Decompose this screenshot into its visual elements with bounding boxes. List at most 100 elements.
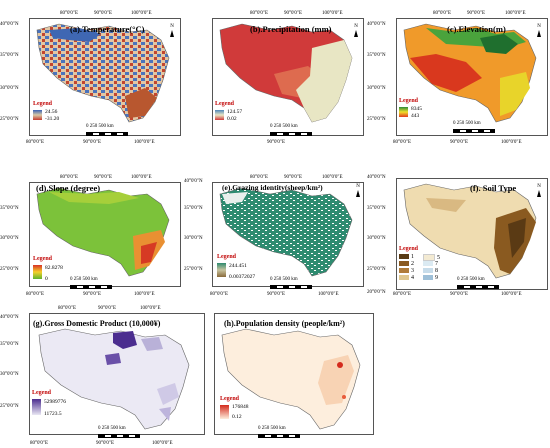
legend-title: Legend — [33, 101, 53, 107]
lat-label-20: 20°0'0"N — [367, 290, 386, 295]
lat-label-25: 25°0'0"N — [0, 404, 19, 409]
lon-label-80-top: 80°0'0"E — [60, 11, 78, 16]
legend-max: 176848 — [232, 404, 249, 410]
lon-label-90-bottom: 90°0'0"E — [96, 441, 114, 446]
soil-class-label: 8 — [435, 268, 438, 274]
legend-min: 443 — [411, 113, 420, 119]
scale-label: 0 250 500 km — [258, 426, 286, 431]
lon-label-90-bottom: 90°0'0"E — [83, 140, 101, 145]
soil-swatch — [423, 261, 433, 267]
legend-title: Legend — [399, 98, 419, 104]
lon-label-90-bottom: 90°0'0"E — [267, 140, 285, 145]
soil-class-label: 3 — [411, 268, 414, 274]
grazing-map — [219, 187, 353, 277]
lon-label-100-top: 100°0'0"E — [322, 11, 343, 16]
lon-label-80-top: 80°0'0"E — [60, 175, 78, 180]
legend: Legend — [215, 101, 234, 107]
legend-gradient — [220, 405, 229, 419]
soil-legend-item: 4 — [399, 275, 414, 281]
panel-title: (c).Elevation(m) — [447, 24, 506, 34]
lat-label-25: 25°0'0"N — [184, 267, 203, 272]
panel-population-density: (h).Population density (people/km²) Lege… — [210, 300, 380, 448]
soil-swatch — [423, 268, 433, 274]
lon-label-90-bottom: 90°0'0"E — [83, 292, 101, 297]
lat-label-40: 40°0'0"N — [0, 22, 19, 27]
gdp-map — [38, 328, 190, 430]
lat-label-25: 25°0'0"N — [367, 117, 386, 122]
legend-max: 124.57 — [227, 109, 243, 115]
north-arrow-icon — [537, 30, 541, 37]
scale-bar — [98, 434, 140, 438]
lon-label-100-bottom: 100°0'0"E — [501, 140, 522, 145]
lat-label-40: 40°0'0"N — [367, 175, 386, 180]
lon-label-80-top: 80°0'0"E — [250, 175, 268, 180]
lon-label-90-top: 90°0'0"E — [284, 11, 302, 16]
lat-label-40: 40°0'0"N — [184, 179, 203, 184]
lat-label-35: 35°0'0"N — [184, 206, 203, 211]
legend-title: Legend — [217, 254, 237, 260]
lat-label-30: 30°0'0"N — [367, 86, 386, 91]
scale-bar — [270, 285, 312, 289]
north-arrow-icon — [537, 190, 541, 197]
lat-label-35: 35°0'0"N — [0, 342, 19, 347]
soil-class-label: 7 — [435, 261, 438, 267]
lat-label-35: 35°0'0"N — [0, 206, 19, 211]
legend-min: 0.00372027 — [229, 274, 256, 280]
soil-class-label: 4 — [411, 275, 414, 281]
legend-title: Legend — [215, 101, 235, 107]
legend-max: 52989776 — [44, 399, 66, 405]
scale-bar — [453, 129, 495, 133]
lat-label-40: 40°0'0"N — [367, 22, 386, 27]
legend-max: 82.8278 — [45, 265, 63, 271]
legend: Legend — [33, 256, 52, 262]
scale-label: 0 250 500 km — [453, 121, 481, 126]
north-arrow: N — [356, 184, 360, 197]
panel-temperature: 80°0'0"E 90°0'0"E 100°0'0"E 40°0'0"N 35°… — [0, 0, 183, 149]
lon-label-90-bottom: 90°0'0"E — [267, 292, 285, 297]
soil-swatch — [399, 268, 409, 274]
soil-class-label: 1 — [411, 254, 414, 260]
scale-bar — [457, 285, 499, 289]
lat-label-30: 30°0'0"N — [367, 236, 386, 241]
scale-bar — [270, 132, 312, 136]
panel-gdp: 80°0'0"E 90°0'0"E 100°0'0"E 40°0'0"N 35°… — [0, 300, 210, 448]
temperature-map — [36, 23, 170, 123]
legend-title: Legend — [33, 256, 53, 262]
scale-label: 0 250 500 km — [98, 426, 126, 431]
lon-label-100-bottom: 100°0'0"E — [134, 292, 155, 297]
slope-map — [36, 187, 170, 277]
lon-label-80-bottom: 80°0'0"E — [393, 140, 411, 145]
panel-title: (b).Precipitation (mm) — [250, 24, 332, 34]
legend-min: -31.20 — [45, 116, 60, 122]
lon-label-90-bottom: 90°0'0"E — [450, 140, 468, 145]
lon-label-100-bottom: 100°0'0"E — [501, 292, 522, 297]
panel-title: (g).Gross Domestic Product (10,000¥) — [33, 319, 161, 328]
north-arrow-icon — [170, 30, 174, 37]
legend-min: 11723.5 — [44, 411, 62, 417]
lon-label-80-bottom: 80°0'0"E — [26, 292, 44, 297]
legend-max: 24.56 — [45, 109, 58, 115]
legend-gradient — [33, 265, 42, 279]
scale-bar — [258, 434, 300, 438]
lat-label-35: 35°0'0"N — [0, 53, 19, 58]
soil-legend-item: 7 — [423, 261, 438, 267]
lon-label-80-top: 80°0'0"E — [433, 11, 451, 16]
legend-max: 244.451 — [229, 263, 247, 269]
panel-title: (a).Temperature(°C) — [70, 24, 145, 34]
lon-label-80-bottom: 80°0'0"E — [210, 292, 228, 297]
north-arrow-icon — [354, 30, 358, 37]
soil-swatch — [423, 254, 435, 261]
lat-label-25: 25°0'0"N — [0, 117, 19, 122]
north-label: N — [354, 24, 358, 29]
scale-bar — [86, 132, 128, 136]
panel-title: (h).Population density (people/km²) — [224, 319, 345, 328]
lat-label-35: 35°0'0"N — [367, 53, 386, 58]
soil-legend-item: 5 — [423, 254, 440, 261]
soil-class-label: 2 — [411, 261, 414, 267]
north-arrow: N — [537, 24, 541, 37]
soil-class-label: 9 — [435, 275, 438, 281]
soil-swatch — [399, 254, 409, 260]
panel-title: (d).Slope (degree) — [36, 183, 101, 193]
lon-label-100-top: 100°0'0"E — [131, 175, 152, 180]
soil-swatch — [399, 275, 409, 281]
